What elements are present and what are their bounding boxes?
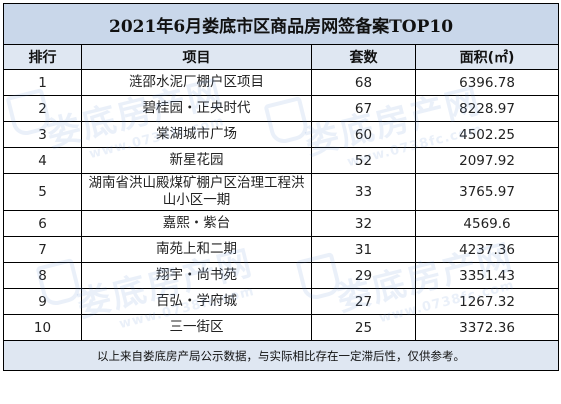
area-cell: 3765.97 bbox=[414, 173, 560, 211]
project-cell: 碧桂园・正央时代 bbox=[81, 95, 312, 122]
ranking-table: 2021年6月娄底市区商品房网签备案TOP10 排行 项目 套数 面积(㎡) 1… bbox=[2, 3, 560, 371]
rank-cell: 10 bbox=[3, 314, 82, 341]
units-cell: 33 bbox=[311, 173, 416, 211]
footer-note: 以上来自娄底房产局公示数据，与实际相比存在一定滞后性，仅供参考。 bbox=[2, 340, 560, 371]
units-cell: 68 bbox=[311, 69, 416, 96]
table-row: 10 三一街区 25 3372.36 bbox=[3, 314, 560, 341]
table-row: 3 棠湖城市广场 60 4502.25 bbox=[3, 121, 560, 148]
column-header-area: 面积(㎡) bbox=[414, 44, 560, 70]
rank-cell: 6 bbox=[3, 210, 82, 237]
header-row: 排行 项目 套数 面积(㎡) bbox=[3, 44, 560, 70]
project-cell: 新星花园 bbox=[81, 147, 312, 174]
area-cell: 8228.97 bbox=[414, 95, 560, 122]
project-cell: 三一街区 bbox=[81, 314, 312, 341]
project-cell: 棠湖城市广场 bbox=[81, 121, 312, 148]
units-cell: 67 bbox=[311, 95, 416, 122]
area-cell: 2097.92 bbox=[414, 147, 560, 174]
area-cell: 3351.43 bbox=[414, 262, 560, 289]
area-cell: 6396.78 bbox=[414, 69, 560, 96]
rank-cell: 2 bbox=[3, 95, 82, 122]
units-cell: 25 bbox=[311, 314, 416, 341]
units-cell: 32 bbox=[311, 210, 416, 237]
column-header-rank: 排行 bbox=[3, 44, 82, 70]
table-row: 6 嘉熙・紫台 32 4569.6 bbox=[3, 210, 560, 237]
table-row: 5 湖南省洪山殿煤矿棚户区治理工程洪山小区一期 33 3765.97 bbox=[3, 173, 560, 211]
project-cell: 湖南省洪山殿煤矿棚户区治理工程洪山小区一期 bbox=[81, 173, 312, 211]
footer-row: 以上来自娄底房产局公示数据，与实际相比存在一定滞后性，仅供参考。 bbox=[2, 340, 560, 371]
table-title: 2021年6月娄底市区商品房网签备案TOP10 bbox=[2, 3, 560, 45]
units-cell: 52 bbox=[311, 147, 416, 174]
title-row: 2021年6月娄底市区商品房网签备案TOP10 bbox=[2, 3, 560, 45]
units-cell: 60 bbox=[311, 121, 416, 148]
area-cell: 4569.6 bbox=[414, 210, 560, 237]
table-row: 4 新星花园 52 2097.92 bbox=[3, 147, 560, 174]
project-cell: 百弘・学府城 bbox=[81, 288, 312, 315]
table-row: 1 涟邵水泥厂棚户区项目 68 6396.78 bbox=[3, 69, 560, 96]
rank-cell: 7 bbox=[3, 236, 82, 263]
rank-cell: 1 bbox=[3, 69, 82, 96]
units-cell: 29 bbox=[311, 262, 416, 289]
area-cell: 4237.36 bbox=[414, 236, 560, 263]
table-row: 7 南苑上和二期 31 4237.36 bbox=[3, 236, 560, 263]
column-header-project: 项目 bbox=[81, 44, 312, 70]
rank-cell: 8 bbox=[3, 262, 82, 289]
rank-cell: 5 bbox=[3, 173, 82, 211]
area-cell: 4502.25 bbox=[414, 121, 560, 148]
units-cell: 31 bbox=[311, 236, 416, 263]
rank-cell: 3 bbox=[3, 121, 82, 148]
rank-cell: 9 bbox=[3, 288, 82, 315]
table-row: 2 碧桂园・正央时代 67 8228.97 bbox=[3, 95, 560, 122]
area-cell: 3372.36 bbox=[414, 314, 560, 341]
column-header-units: 套数 bbox=[311, 44, 416, 70]
project-cell: 翔宇・尚书苑 bbox=[81, 262, 312, 289]
units-cell: 27 bbox=[311, 288, 416, 315]
table-row: 9 百弘・学府城 27 1267.32 bbox=[3, 288, 560, 315]
project-cell: 涟邵水泥厂棚户区项目 bbox=[81, 69, 312, 96]
area-cell: 1267.32 bbox=[414, 288, 560, 315]
project-cell: 南苑上和二期 bbox=[81, 236, 312, 263]
project-cell: 嘉熙・紫台 bbox=[81, 210, 312, 237]
rank-cell: 4 bbox=[3, 147, 82, 174]
table-row: 8 翔宇・尚书苑 29 3351.43 bbox=[3, 262, 560, 289]
